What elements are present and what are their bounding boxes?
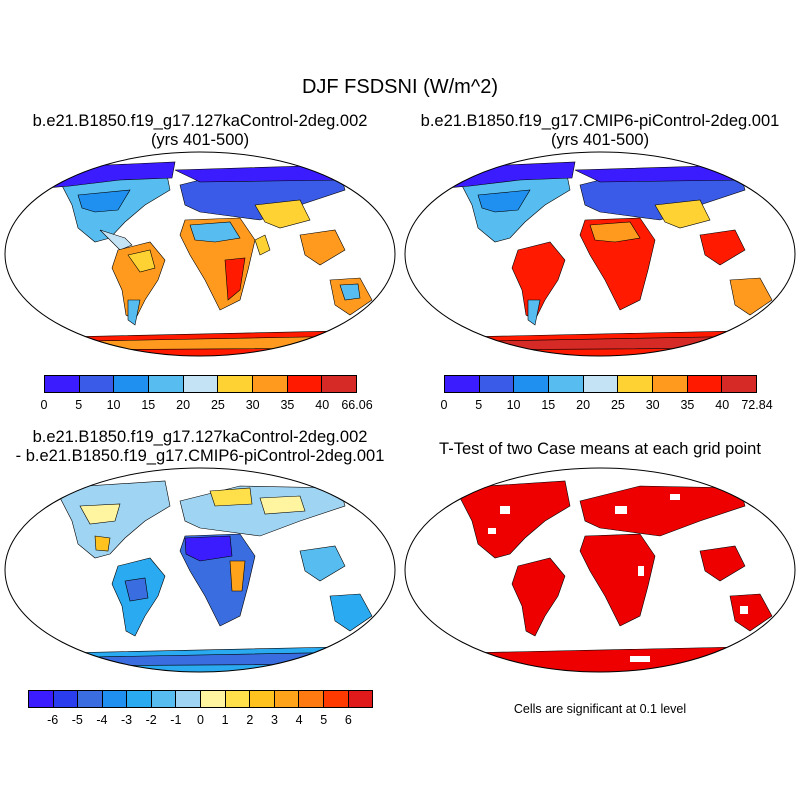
colorbar-label: 5 xyxy=(75,398,83,412)
colorbar-cell xyxy=(287,376,323,392)
colorbar-cell xyxy=(274,691,300,707)
colorbar-label: 5 xyxy=(320,713,328,727)
colorbar-label: 40 xyxy=(715,398,730,412)
figure-title: DJF FSDSNI (W/m^2) xyxy=(301,76,499,98)
colorbar-cell xyxy=(583,376,619,392)
colorbar-cell xyxy=(722,376,757,392)
colorbar-label: 66.06 xyxy=(341,398,373,412)
colorbar-cell xyxy=(250,691,275,707)
colorbar-cell xyxy=(102,691,128,707)
colorbar-label: 6 xyxy=(344,713,352,727)
colorbar-cell xyxy=(218,376,254,392)
map-ttest xyxy=(404,467,796,673)
colorbar-cell xyxy=(445,376,480,392)
panel-subtitle-diff: - b.e21.B1850.f19_g17.CMIP6-piControl-2d… xyxy=(15,447,385,465)
colorbar-cell xyxy=(114,376,150,392)
colorbar-label: 0 xyxy=(40,398,48,412)
colorbar-label: -2 xyxy=(145,713,157,727)
colorbar-label: 2 xyxy=(246,713,254,727)
colorbar-label: 1 xyxy=(221,713,229,727)
colorbar-cell xyxy=(479,376,515,392)
colorbar-cell xyxy=(176,691,202,707)
colorbar-cell xyxy=(618,376,654,392)
colorbar-cell xyxy=(322,376,357,392)
colorbar-labels-diff: -6 -5 -4 -3 -2 -1 0 1 2 3 4 5 6 xyxy=(28,713,373,729)
colorbar-label: 72.84 xyxy=(741,398,773,412)
panel-subtitle-case2: (yrs 401-500) xyxy=(550,131,650,149)
colorbar-case2 xyxy=(444,375,757,393)
colorbar-label: 25 xyxy=(210,398,225,412)
colorbar-label: -3 xyxy=(121,713,133,727)
colorbar-label: -5 xyxy=(71,713,83,727)
colorbar-label: 3 xyxy=(270,713,278,727)
colorbar-label: 20 xyxy=(576,398,591,412)
colorbar-diff xyxy=(28,690,373,708)
panel-title-case2: b.e21.B1850.f19_g17.CMIP6-piControl-2deg… xyxy=(420,112,780,130)
colorbar-cell xyxy=(29,691,54,707)
map-case2 xyxy=(404,151,796,357)
panel-title-case1: b.e21.B1850.f19_g17.127kaControl-2deg.00… xyxy=(32,112,368,130)
colorbar-cell xyxy=(127,691,152,707)
colorbar-label: 15 xyxy=(141,398,156,412)
colorbar-label: 30 xyxy=(645,398,660,412)
colorbar-label: -4 xyxy=(96,713,108,727)
colorbar-cell xyxy=(53,691,79,707)
colorbar-label: 10 xyxy=(506,398,521,412)
colorbar-label: 0 xyxy=(440,398,448,412)
colorbar-labels-case1: 0 5 10 15 20 25 30 35 40 66.06 xyxy=(40,398,373,414)
colorbar-label: 4 xyxy=(295,713,303,727)
colorbar-label: 25 xyxy=(610,398,625,412)
map-case1 xyxy=(4,151,396,357)
colorbar-cell xyxy=(549,376,584,392)
colorbar-cell xyxy=(201,691,226,707)
colorbar-label: 0 xyxy=(197,713,204,727)
colorbar-cell xyxy=(78,691,103,707)
colorbar-cell xyxy=(514,376,550,392)
colorbar-cell xyxy=(653,376,688,392)
colorbar-cell xyxy=(299,691,324,707)
colorbar-label: -1 xyxy=(170,713,182,727)
colorbar-label: 35 xyxy=(280,398,295,412)
colorbar-label: 40 xyxy=(315,398,330,412)
colorbar-cell xyxy=(323,691,349,707)
colorbar-cell xyxy=(348,691,373,707)
colorbar-cell xyxy=(79,376,115,392)
colorbar-label: 35 xyxy=(680,398,695,412)
colorbar-cell xyxy=(687,376,723,392)
colorbar-label: 30 xyxy=(245,398,260,412)
colorbar-label: 15 xyxy=(541,398,556,412)
panel-subtitle-case1: (yrs 401-500) xyxy=(150,131,250,149)
colorbar-cell xyxy=(183,376,219,392)
significance-note: Cells are significant at 0.1 level xyxy=(513,702,687,716)
colorbar-label: -6 xyxy=(47,713,59,727)
colorbar-case1 xyxy=(44,375,357,393)
colorbar-cell xyxy=(149,376,184,392)
colorbar-labels-case2: 0 5 10 15 20 25 30 35 40 72.84 xyxy=(440,398,773,414)
panel-title-diff: b.e21.B1850.f19_g17.127kaControl-2deg.00… xyxy=(32,428,368,446)
colorbar-cell xyxy=(45,376,80,392)
colorbar-cell xyxy=(151,691,177,707)
colorbar-label: 10 xyxy=(106,398,121,412)
colorbar-label: 20 xyxy=(176,398,191,412)
colorbar-cell xyxy=(225,691,251,707)
colorbar-cell xyxy=(253,376,288,392)
panel-title-ttest: T-Test of two Case means at each grid po… xyxy=(439,440,761,458)
map-diff xyxy=(4,467,396,673)
colorbar-label: 5 xyxy=(475,398,483,412)
